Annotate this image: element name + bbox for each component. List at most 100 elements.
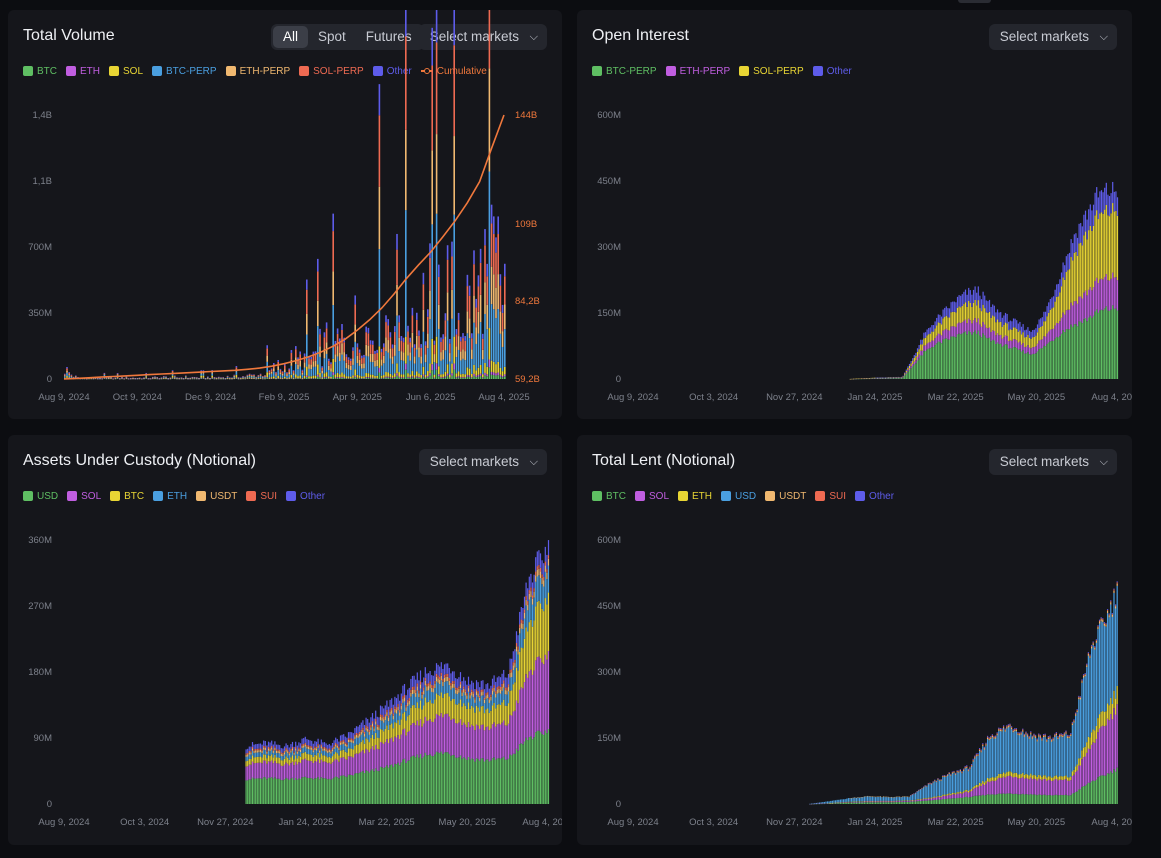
legend-item-other[interactable]: Other: [372, 66, 412, 77]
segment-futures[interactable]: Futures: [365, 29, 412, 44]
legend-item-sol[interactable]: SOL: [635, 491, 669, 502]
select-markets-button[interactable]: Select markets ⌵: [988, 24, 1117, 50]
legend-item-other[interactable]: Other: [812, 66, 852, 77]
bar-segment-usdt: [426, 686, 428, 691]
bar-segment-sol: [351, 756, 353, 776]
bar-segment-btc-perp: [968, 330, 970, 379]
bar-segment-eth-perp: [1008, 341, 1010, 349]
bar-segment-usd: [447, 752, 449, 804]
bar-segment-btc-perp: [424, 362, 427, 375]
legend-item-usd[interactable]: USD: [721, 491, 756, 502]
bar-segment-btc: [400, 377, 403, 379]
bar-segment-sol-perp: [185, 375, 187, 377]
bar-segment-btc-perp: [464, 360, 466, 375]
bar-segment-sol: [1031, 779, 1033, 795]
bar-segment-btc: [251, 755, 254, 762]
bar-segment-eth: [211, 377, 213, 379]
bar-segment-eth-perp: [372, 353, 374, 363]
bar-segment-other: [418, 330, 420, 336]
bar-segment-other: [988, 737, 990, 739]
bar-segment-sol-perp: [1019, 330, 1021, 342]
bar-segment-other: [916, 348, 919, 352]
bar-segment-eth: [493, 691, 495, 703]
bar-segment-btc: [970, 796, 973, 804]
bar-segment-btc-perp: [1022, 350, 1024, 379]
legend-item-btc-perp[interactable]: BTC-PERP: [152, 66, 217, 77]
bar-segment-sui: [379, 714, 382, 717]
bar-segment-eth: [444, 376, 447, 378]
legend-item-sui[interactable]: SUI: [815, 491, 846, 502]
bar-segment-other: [491, 678, 494, 689]
bar-segment-other: [1073, 719, 1075, 721]
bar-segment-other: [145, 372, 147, 374]
legend-item-usd[interactable]: USD: [23, 491, 58, 502]
bar-segment-btc-perp: [185, 376, 187, 378]
bar-segment-other: [1054, 289, 1056, 302]
bar-segment-sol: [307, 760, 310, 778]
bar-segment-btc: [301, 753, 303, 760]
bar-segment-sui: [490, 694, 492, 697]
chevron-down-icon: ⌵: [1099, 456, 1108, 468]
bar-segment-other: [413, 675, 415, 687]
legend-item-other[interactable]: Other: [286, 491, 325, 502]
legend-item-cumulative[interactable]: Cumulative: [420, 66, 487, 77]
legend-item-sol[interactable]: SOL: [109, 66, 143, 77]
legend-item-sol[interactable]: SOL: [67, 491, 101, 502]
legend-item-btc[interactable]: BTC: [110, 491, 144, 502]
bar-segment-eth: [438, 374, 440, 377]
select-markets-button[interactable]: Select markets ⌵: [418, 24, 547, 50]
bar-segment-usd: [1065, 733, 1067, 776]
bar-segment-sol-perp: [1006, 323, 1008, 337]
bar-segment-eth-perp: [185, 376, 187, 377]
bar-segment-other: [346, 737, 348, 744]
legend-item-usdt[interactable]: USDT: [196, 491, 237, 502]
bar-segment-usd: [830, 800, 832, 803]
bar-segment-usd: [415, 757, 417, 804]
legend-item-eth[interactable]: ETH: [678, 491, 712, 502]
legend-item-eth[interactable]: ETH: [66, 66, 100, 77]
select-markets-button[interactable]: Select markets ⌵: [418, 449, 547, 475]
bar-segment-sui: [1001, 729, 1003, 731]
bar-segment-usd: [871, 796, 873, 801]
bar-segment-eth-perp: [389, 348, 392, 359]
bar-segment-btc-perp: [334, 362, 337, 375]
legend-item-sol-perp[interactable]: SOL-PERP: [739, 66, 804, 77]
bar-segment-btc: [256, 756, 258, 763]
legend-item-eth[interactable]: ETH: [153, 491, 187, 502]
bar-segment-other: [266, 745, 268, 751]
bar-segment-sol-perp: [1107, 215, 1109, 281]
bar-segment-btc: [407, 716, 409, 733]
bar-segment-btc: [1028, 794, 1030, 804]
bar-segment-eth-perp: [411, 332, 414, 348]
bar-segment-btc: [951, 798, 953, 804]
legend-item-other[interactable]: Other: [855, 491, 894, 502]
bar-segment-eth: [341, 744, 343, 751]
bar-segment-other: [344, 736, 346, 743]
bar-segment-btc: [411, 377, 414, 379]
bar-segment-eth: [501, 376, 504, 378]
bar-segment-other: [1044, 311, 1047, 322]
legend-item-eth-perp[interactable]: ETH-PERP: [665, 66, 730, 77]
bar-segment-other: [955, 302, 957, 313]
legend-item-eth-perp[interactable]: ETH-PERP: [225, 66, 290, 77]
legend-item-usdt[interactable]: USDT: [765, 491, 806, 502]
legend-item-btc-perp[interactable]: BTC-PERP: [592, 66, 657, 77]
bar-segment-sol: [369, 374, 372, 378]
legend-item-sui[interactable]: SUI: [246, 491, 277, 502]
segment-spot[interactable]: Spot: [318, 29, 346, 44]
legend-item-sol-perp[interactable]: SOL-PERP: [299, 66, 364, 77]
bar-segment-usdt: [1058, 735, 1061, 737]
bar-segment-eth: [985, 780, 987, 784]
bar-segment-other: [397, 694, 399, 705]
legend-item-btc[interactable]: BTC: [592, 491, 626, 502]
bar-segment-btc: [964, 797, 966, 804]
bar-segment-eth: [1002, 772, 1005, 777]
bar-segment-usd: [339, 775, 342, 804]
bar-segment-sol-perp: [928, 334, 930, 343]
bar-segment-sol: [509, 714, 511, 755]
bar-segment-usd: [999, 731, 1001, 774]
select-markets-button[interactable]: Select markets ⌵: [988, 449, 1117, 475]
legend-item-btc[interactable]: BTC: [23, 66, 57, 77]
segment-all[interactable]: All: [273, 26, 309, 48]
bar-segment-usdt: [943, 776, 945, 777]
